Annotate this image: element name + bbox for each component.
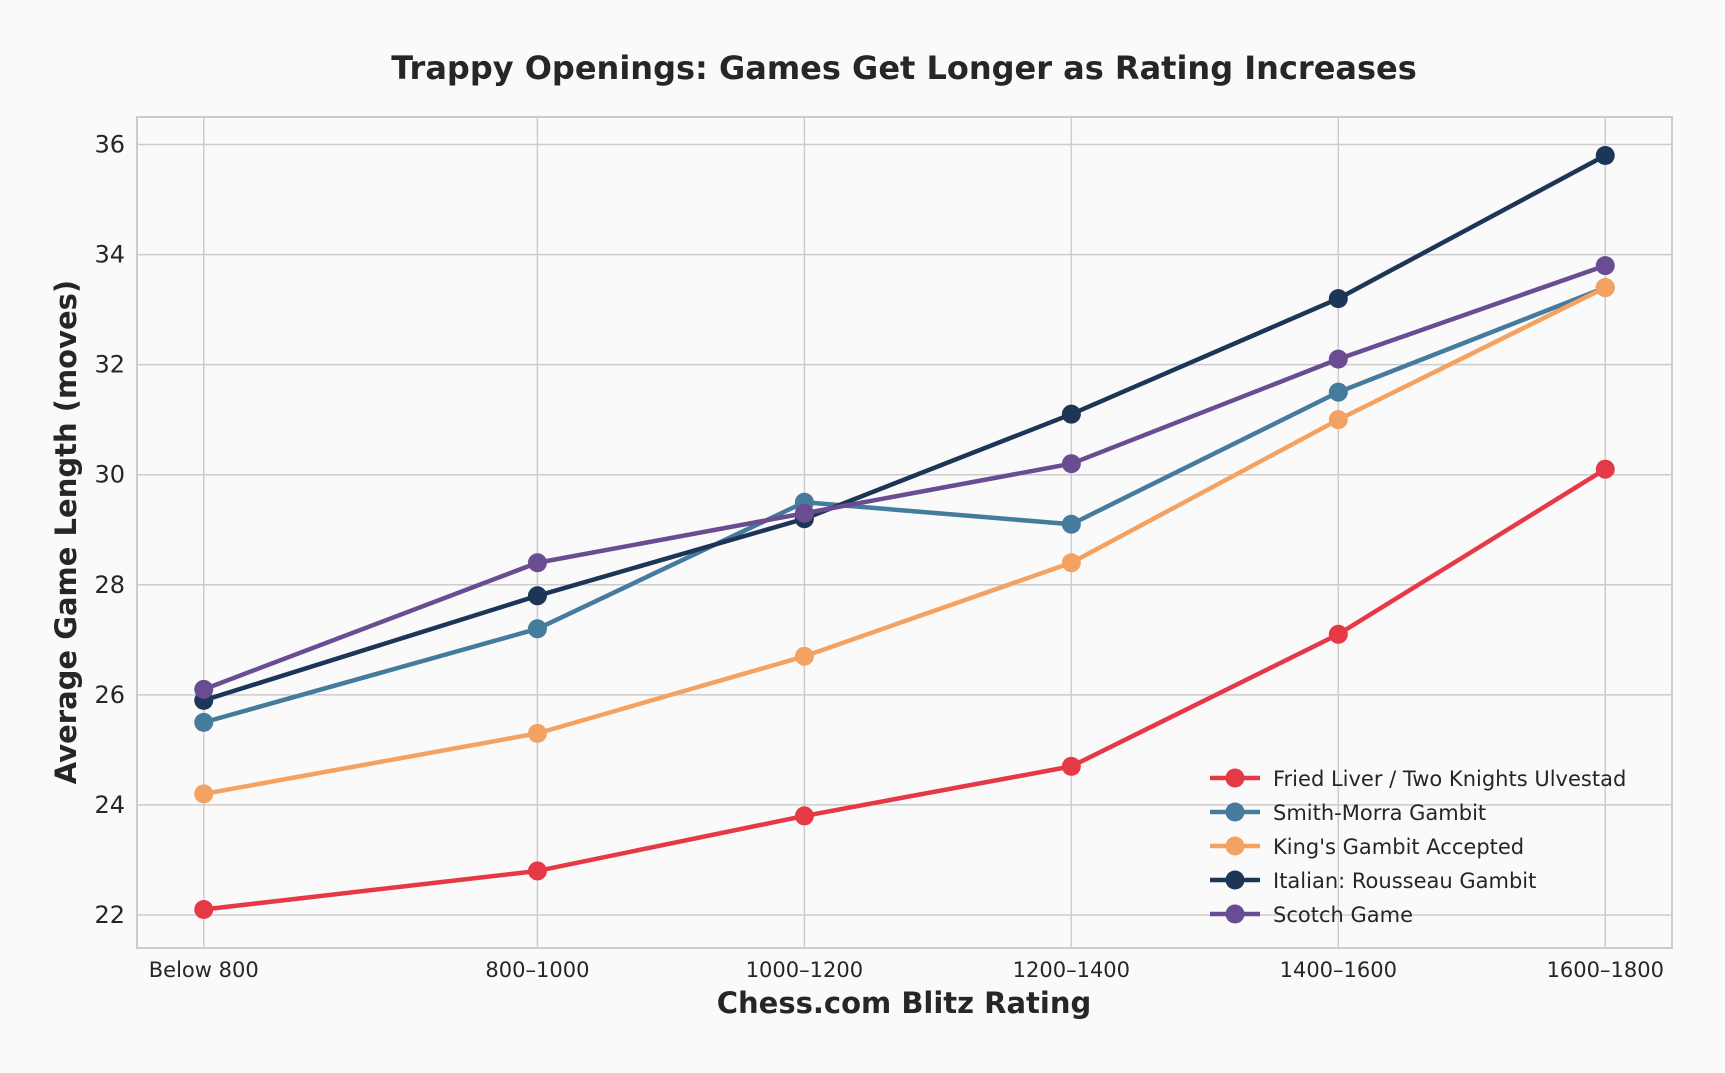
series-4 bbox=[194, 256, 1615, 699]
y-tick-label: 26 bbox=[94, 681, 125, 709]
legend-label: King's Gambit Accepted bbox=[1273, 835, 1524, 859]
y-tick-label: 24 bbox=[94, 791, 125, 819]
x-tick-label: 1200–1400 bbox=[1013, 958, 1130, 982]
legend-entry: Fried Liver / Two Knights Ulvestad bbox=[1210, 767, 1626, 791]
legend-label: Scotch Game bbox=[1273, 903, 1413, 927]
data-point bbox=[1328, 624, 1348, 644]
data-point bbox=[1061, 404, 1081, 424]
data-point bbox=[527, 619, 547, 639]
data-point bbox=[1595, 278, 1615, 298]
data-point bbox=[794, 806, 814, 826]
data-point bbox=[1328, 349, 1348, 369]
legend-entry: King's Gambit Accepted bbox=[1210, 835, 1524, 859]
legend-label: Italian: Rousseau Gambit bbox=[1273, 869, 1536, 893]
data-point bbox=[1595, 256, 1615, 276]
y-tick-label: 32 bbox=[94, 351, 125, 379]
data-point bbox=[527, 861, 547, 881]
legend-label: Smith-Morra Gambit bbox=[1273, 801, 1486, 825]
data-point bbox=[194, 679, 214, 699]
data-point bbox=[1061, 756, 1081, 776]
series-line bbox=[203, 467, 1607, 912]
legend-marker bbox=[1225, 870, 1245, 890]
series-line bbox=[202, 263, 1607, 692]
legend-entry: Smith-Morra Gambit bbox=[1210, 801, 1486, 825]
x-tick-label: Below 800 bbox=[149, 958, 259, 982]
series-line bbox=[203, 285, 1607, 797]
legend-entry: Italian: Rousseau Gambit bbox=[1210, 869, 1536, 893]
data-point bbox=[1328, 382, 1348, 402]
y-tick-label: 34 bbox=[94, 241, 125, 269]
x-tick-label: 1600–1800 bbox=[1547, 958, 1664, 982]
legend-marker bbox=[1225, 904, 1245, 924]
series-line bbox=[203, 285, 1607, 725]
data-point bbox=[527, 586, 547, 606]
data-point bbox=[194, 784, 214, 804]
data-point bbox=[1328, 289, 1348, 309]
legend-entry: Scotch Game bbox=[1210, 903, 1413, 927]
series-line bbox=[203, 153, 1607, 703]
data-point bbox=[527, 723, 547, 743]
y-tick-label: 30 bbox=[94, 461, 125, 489]
series-2 bbox=[194, 278, 1615, 804]
x-tick-label: 800–1000 bbox=[485, 958, 589, 982]
series-lines bbox=[194, 146, 1615, 919]
y-axis-label: Average Game Length (moves) bbox=[49, 280, 83, 784]
data-point bbox=[1061, 454, 1081, 474]
data-point bbox=[1328, 410, 1348, 430]
data-point bbox=[1061, 514, 1081, 534]
data-point bbox=[794, 503, 814, 523]
x-tick-label: 1400–1600 bbox=[1280, 958, 1397, 982]
legend-marker bbox=[1225, 768, 1245, 788]
series-0 bbox=[194, 459, 1615, 919]
legend: Fried Liver / Two Knights Ulvestad Smith-… bbox=[1210, 767, 1626, 927]
data-point bbox=[794, 646, 814, 666]
legend-label: Fried Liver / Two Knights Ulvestad bbox=[1273, 767, 1626, 791]
data-point bbox=[194, 712, 214, 732]
legend-marker bbox=[1225, 802, 1245, 822]
legend-marker bbox=[1225, 836, 1245, 856]
x-axis-label: Chess.com Blitz Rating bbox=[717, 986, 1092, 1020]
y-tick-label: 36 bbox=[94, 131, 125, 159]
tick-labels: 22 24 26 28 30 32 34 36 Below 800 800–1000 1000–12… bbox=[94, 131, 1664, 982]
x-tick-label: 1000–1200 bbox=[746, 958, 863, 982]
y-tick-label: 28 bbox=[94, 571, 125, 599]
data-point bbox=[1595, 146, 1615, 166]
data-point bbox=[1595, 459, 1615, 479]
chart-title: Trappy Openings: Games Get Longer as Rat… bbox=[391, 49, 1417, 87]
data-point bbox=[527, 553, 547, 573]
data-point bbox=[1061, 553, 1081, 573]
y-tick-label: 22 bbox=[94, 901, 125, 929]
data-point bbox=[194, 899, 214, 919]
